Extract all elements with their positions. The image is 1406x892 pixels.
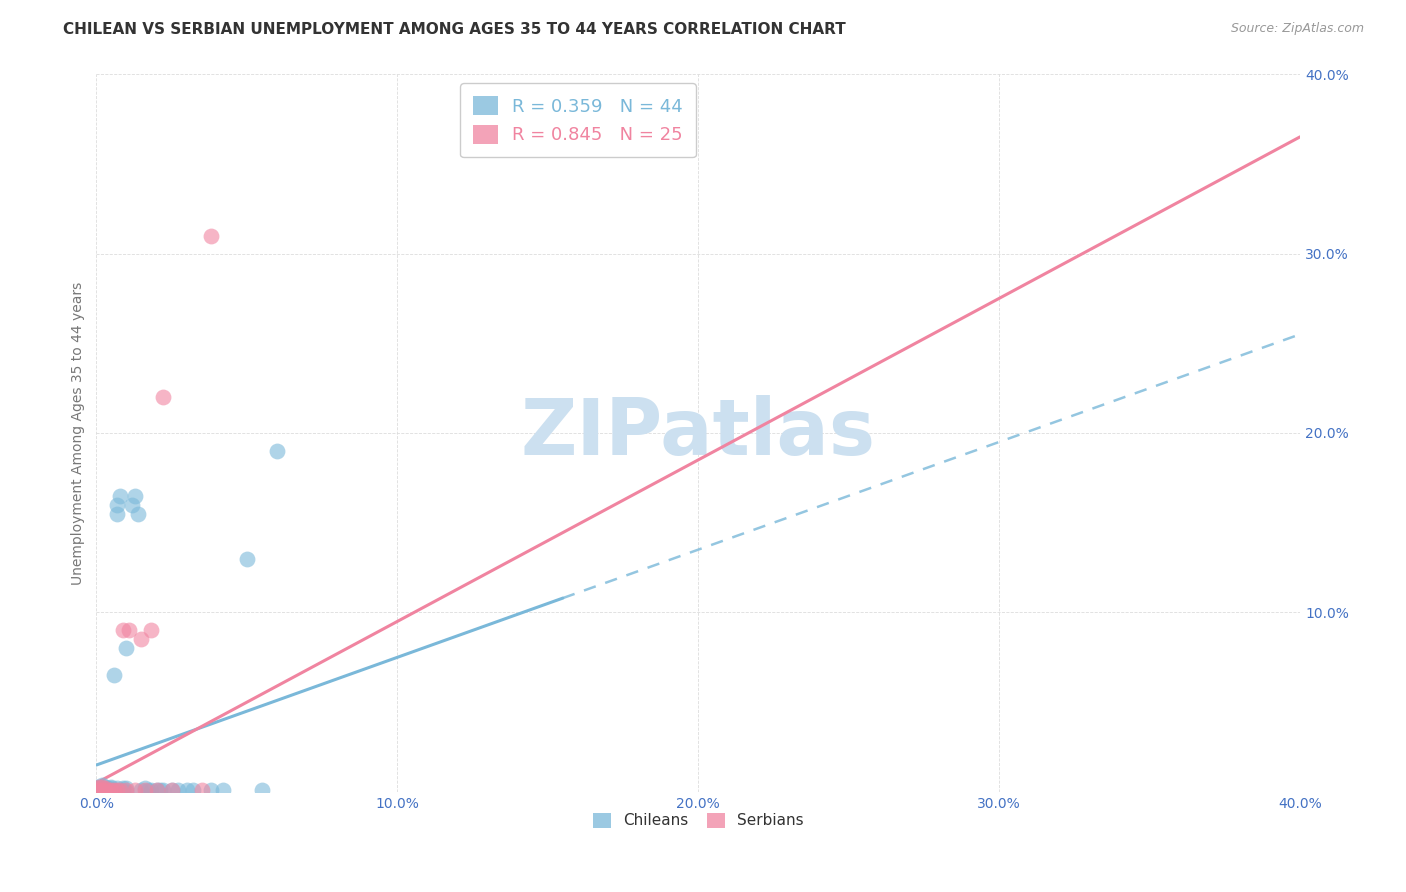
Point [134, 781, 156, 796]
Point [211, 783, 233, 797]
Point [115, 785, 138, 799]
Point [107, 507, 129, 521]
Point [134, 783, 156, 797]
Point [97, 781, 120, 796]
Point [107, 781, 129, 796]
Point [91, 778, 114, 792]
Legend: Chileans, Serbians: Chileans, Serbians [586, 807, 810, 835]
Text: CHILEAN VS SERBIAN UNEMPLOYMENT AMONG AGES 35 TO 44 YEARS CORRELATION CHART: CHILEAN VS SERBIAN UNEMPLOYMENT AMONG AG… [63, 22, 846, 37]
Point [91, 783, 114, 797]
Point [86, 781, 108, 796]
Point [160, 783, 183, 797]
Point [166, 783, 188, 797]
Point [118, 624, 141, 638]
Point [115, 783, 138, 797]
Point [127, 507, 149, 521]
Point [152, 783, 174, 797]
Point [136, 783, 159, 797]
Text: ZIPatlas: ZIPatlas [520, 395, 876, 471]
Point [97, 783, 120, 797]
Point [115, 641, 138, 656]
Point [145, 783, 167, 797]
Point [107, 783, 129, 797]
Point [100, 780, 122, 794]
Point [86, 780, 108, 794]
Point [107, 498, 129, 512]
Point [266, 444, 288, 458]
Y-axis label: Unemployment Among Ages 35 to 44 years: Unemployment Among Ages 35 to 44 years [72, 281, 86, 584]
Point [94, 783, 117, 797]
Point [100, 785, 122, 799]
Point [94, 783, 117, 797]
Point [112, 624, 135, 638]
Point [145, 783, 167, 797]
Point [200, 228, 222, 243]
Point [139, 624, 162, 638]
Point [91, 783, 114, 797]
Point [181, 783, 204, 797]
Point [250, 783, 273, 797]
Point [94, 781, 117, 796]
Point [91, 781, 114, 796]
Point [131, 632, 153, 647]
Point [86, 785, 108, 799]
Point [97, 783, 120, 797]
Point [131, 783, 153, 797]
Point [139, 783, 162, 797]
Point [124, 489, 146, 503]
Point [100, 781, 122, 796]
Point [103, 783, 125, 797]
Point [89, 781, 111, 796]
Point [103, 783, 125, 797]
Point [121, 498, 143, 512]
Point [89, 783, 111, 797]
Point [103, 668, 125, 682]
Point [86, 785, 108, 799]
Point [110, 489, 132, 503]
Point [176, 783, 198, 797]
Point [89, 785, 111, 799]
Point [236, 551, 259, 566]
Point [190, 783, 212, 797]
Point [115, 781, 138, 796]
Text: Source: ZipAtlas.com: Source: ZipAtlas.com [1230, 22, 1364, 36]
Point [152, 390, 174, 404]
Point [89, 780, 111, 794]
Point [112, 783, 135, 797]
Point [148, 783, 170, 797]
Point [91, 780, 114, 794]
Point [200, 783, 222, 797]
Point [110, 783, 132, 797]
Point [124, 783, 146, 797]
Point [94, 780, 117, 794]
Point [112, 781, 135, 796]
Point [100, 783, 122, 797]
Point [160, 783, 183, 797]
